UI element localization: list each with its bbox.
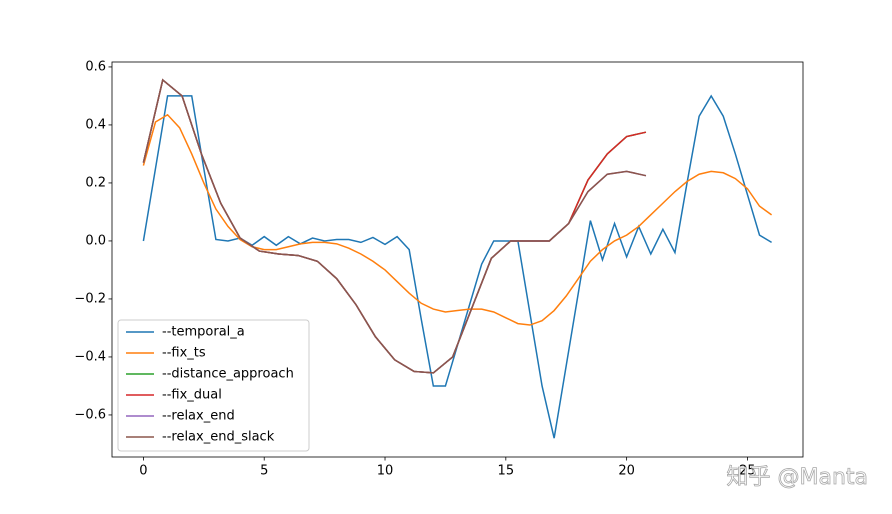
x-tick-label: 0 bbox=[139, 464, 147, 479]
x-tick-label: 25 bbox=[739, 464, 756, 479]
legend-label: --fix_ts bbox=[162, 346, 206, 361]
watermark: 知乎 @Manta bbox=[726, 465, 868, 490]
y-tick-label: 0.2 bbox=[85, 175, 106, 190]
x-tick-label: 5 bbox=[260, 464, 268, 479]
axes-frame bbox=[111, 61, 804, 458]
series-line bbox=[142, 113, 773, 326]
x-tick-label: 10 bbox=[377, 464, 394, 479]
y-tick-label: 0.4 bbox=[85, 117, 106, 132]
series-line bbox=[142, 78, 647, 374]
y-tick-label: 0.6 bbox=[85, 59, 106, 74]
legend-label: --relax_end bbox=[162, 409, 235, 424]
legend-label: --temporal_a bbox=[162, 325, 245, 340]
x-tick-label: 20 bbox=[618, 464, 635, 479]
legend-label: --relax_end_slack bbox=[162, 430, 275, 445]
x-tick-label: 15 bbox=[498, 464, 515, 479]
legend-label: --distance_approach bbox=[162, 367, 294, 382]
y-tick-label: −0.6 bbox=[74, 407, 106, 422]
y-tick-label: −0.4 bbox=[74, 349, 106, 364]
legend-label: --fix_dual bbox=[162, 388, 222, 403]
legend-box bbox=[117, 319, 310, 452]
y-tick-label: 0.0 bbox=[85, 233, 106, 248]
y-tick-label: −0.2 bbox=[74, 291, 106, 306]
